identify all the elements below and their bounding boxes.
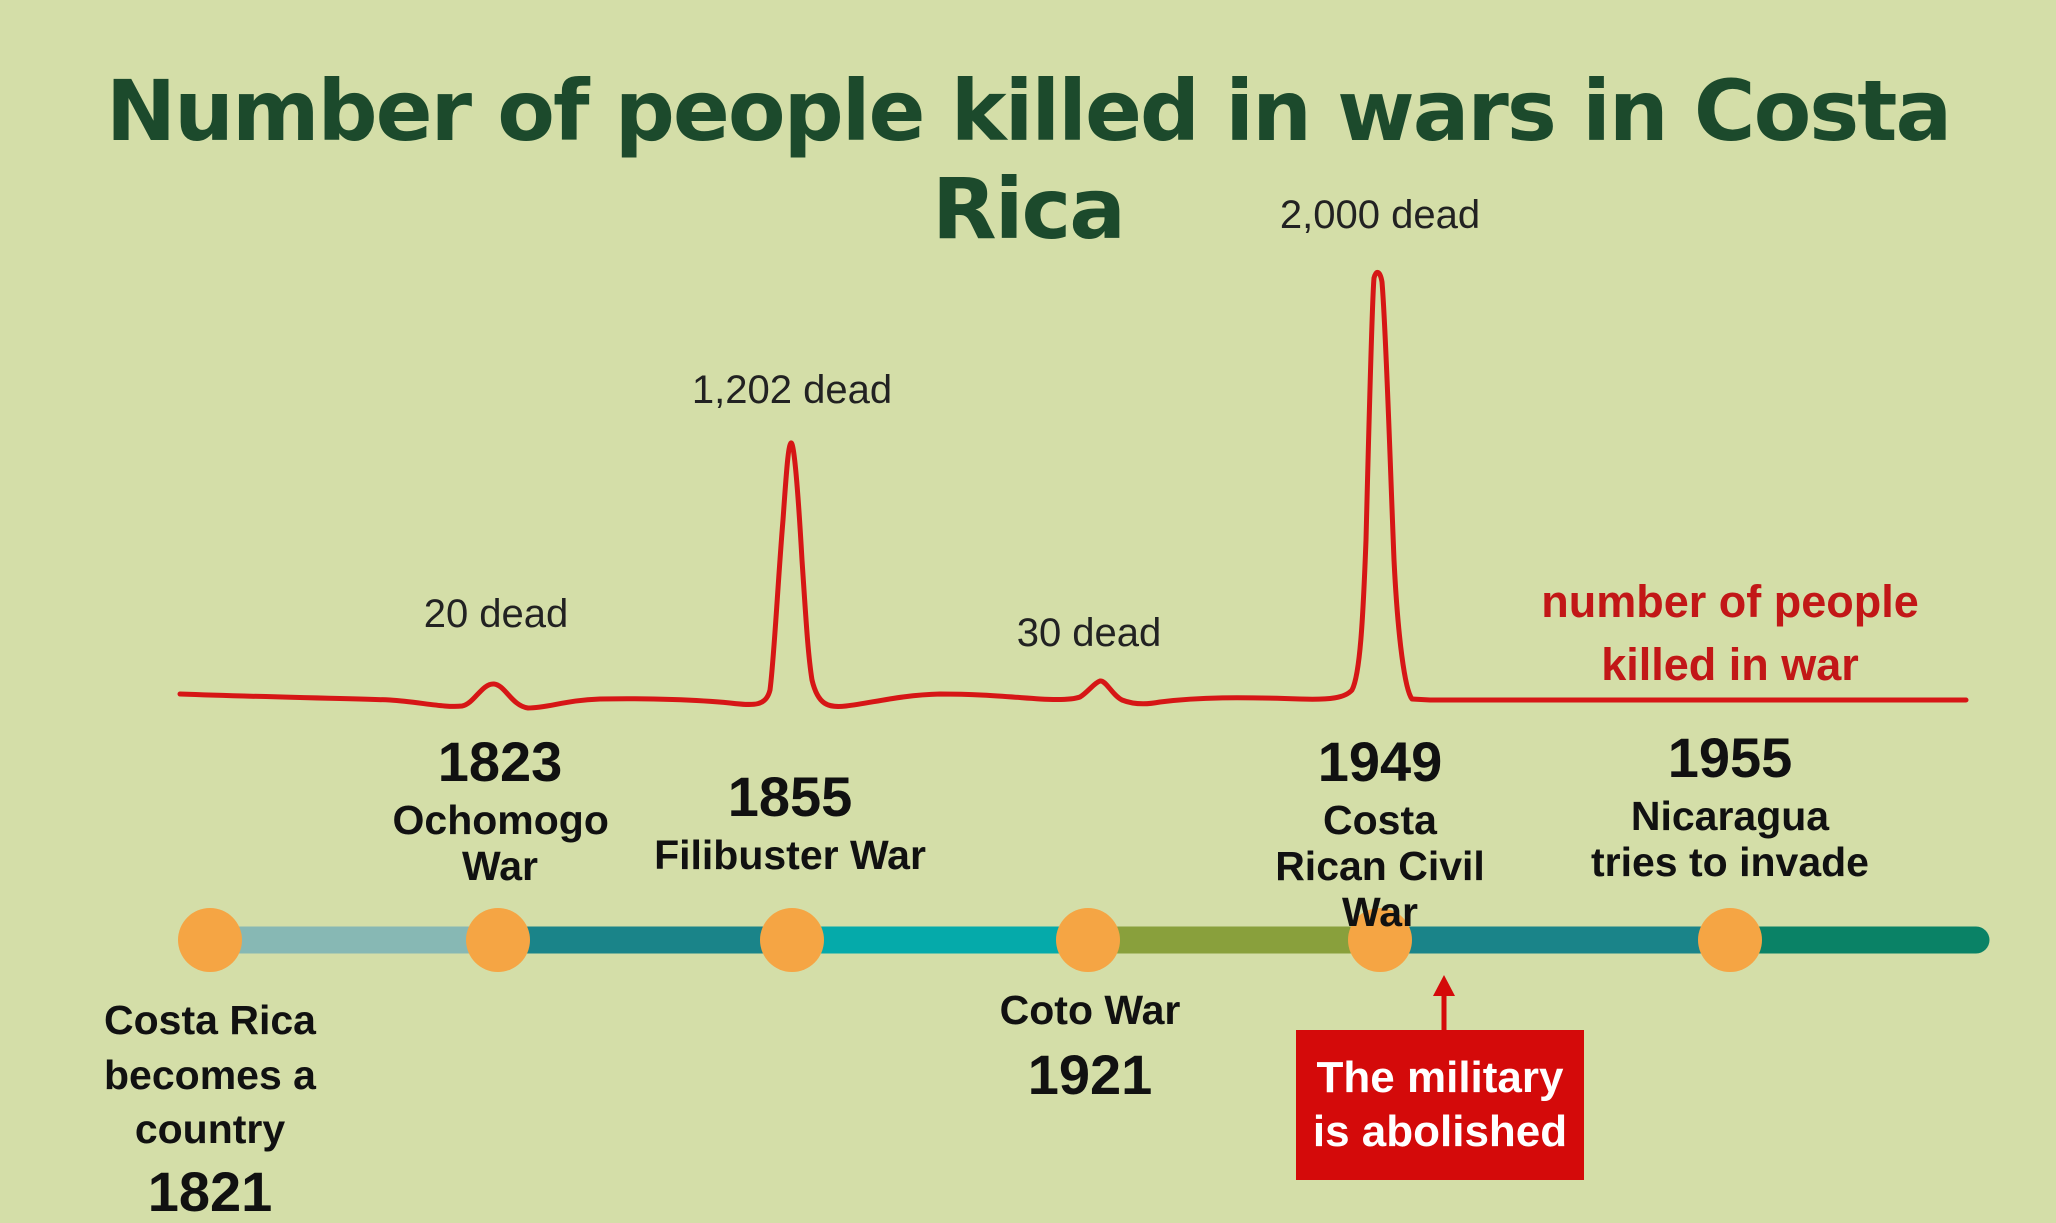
event-label: Ochomogo War <box>392 796 609 889</box>
event-year: 1921 <box>1027 1042 1153 1106</box>
callout-arrow <box>1433 975 1455 1030</box>
event-year: 1855 <box>727 765 853 828</box>
event-year: 1955 <box>1667 726 1793 789</box>
count-label-1949: 2,000 dead <box>1279 193 1481 237</box>
event-1949: 1949 Costa Rican Civil War <box>1240 730 1520 935</box>
milestone-dot-1921 <box>1056 908 1120 972</box>
event-1855: 1855 Filibuster War <box>630 765 950 879</box>
event-1921: Coto War 1921 <box>940 987 1240 1107</box>
event-1821: Costa Rica becomes a country 1821 <box>20 993 400 1223</box>
count-label-1823: 20 dead <box>423 592 569 636</box>
event-1955: 1955 Nicaragua tries to invade <box>1570 726 1890 886</box>
milestone-dot-1855 <box>760 908 824 972</box>
timeline <box>178 908 1990 972</box>
military-abolished-callout: The military is abolished <box>1296 1030 1584 1180</box>
chart-title: Number of people killed in wars in Costa… <box>105 62 1952 258</box>
event-label: Coto War <box>999 987 1181 1033</box>
event-year: 1821 <box>147 1159 273 1223</box>
event-label: Costa Rica becomes a country <box>104 997 316 1153</box>
legend-label: number of people killed in war <box>1541 576 1919 690</box>
milestone-dot-1949 <box>1348 908 1412 972</box>
event-label: Nicaragua tries to invade <box>1591 792 1869 885</box>
event-year: 1823 <box>437 730 563 793</box>
count-label-1921: 30 dead <box>1016 611 1162 655</box>
event-label: Costa Rican Civil War <box>1275 796 1485 935</box>
event-1823: 1823 Ochomogo War <box>350 730 650 890</box>
milestone-dot-1821 <box>178 908 242 972</box>
event-year: 1949 <box>1317 730 1443 793</box>
death-count-line <box>177 270 1969 711</box>
count-label-1855: 1,202 dead <box>691 368 893 412</box>
event-label: Filibuster War <box>654 831 926 878</box>
milestone-dot-1823 <box>466 908 530 972</box>
milestone-dot-1955 <box>1698 908 1762 972</box>
